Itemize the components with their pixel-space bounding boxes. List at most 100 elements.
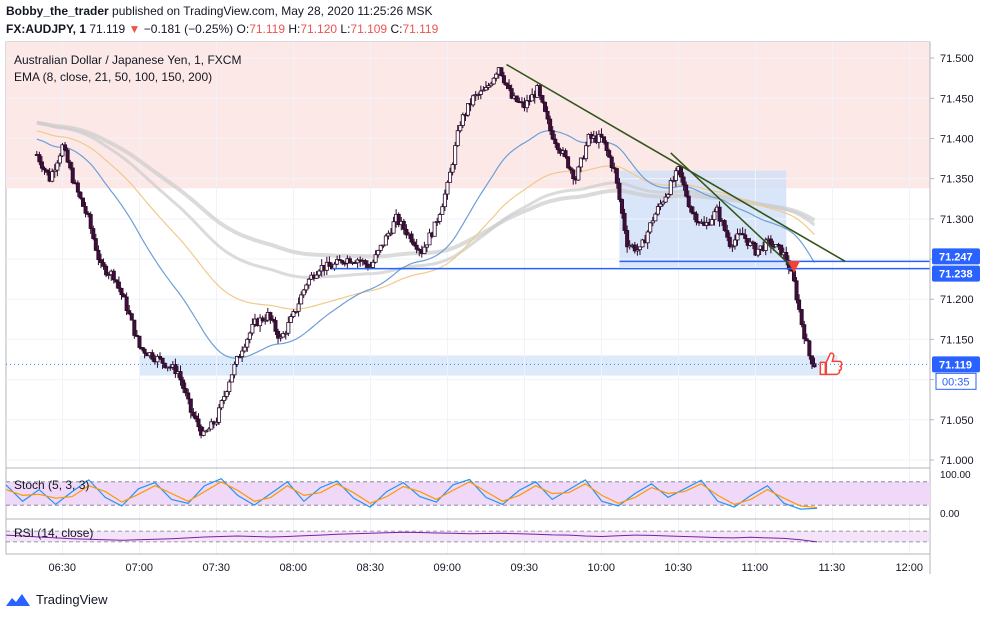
candle-down xyxy=(124,296,129,311)
x-tick-label: 06:30 xyxy=(48,562,76,574)
candle-down xyxy=(119,287,124,296)
candle-up xyxy=(383,235,388,246)
candle-down xyxy=(98,259,103,263)
y-tick-label: 71.050 xyxy=(940,415,974,427)
x-tick-label: 07:30 xyxy=(202,562,230,574)
candle-up xyxy=(240,350,245,357)
footer-brand[interactable]: TradingView xyxy=(36,592,108,607)
candle-up xyxy=(450,164,455,173)
candle-down xyxy=(543,101,548,112)
candle-up xyxy=(335,259,340,265)
candle-down xyxy=(514,95,519,103)
candle-up xyxy=(294,310,299,313)
candle-up xyxy=(299,294,304,305)
rsi-band-fill xyxy=(6,531,930,542)
candle-up xyxy=(304,284,309,291)
candle-up xyxy=(465,103,470,116)
candle-down xyxy=(91,228,96,239)
candle-down xyxy=(599,133,604,138)
candle-down xyxy=(122,294,127,298)
candle-down xyxy=(501,75,506,84)
candle-up xyxy=(437,214,442,222)
candle-up xyxy=(645,231,650,244)
y-tick-label: 71.150 xyxy=(940,334,974,346)
candle-down xyxy=(129,313,134,321)
candle-up xyxy=(637,246,642,251)
candle-down xyxy=(684,184,689,197)
candle-down xyxy=(127,310,132,315)
candle-up xyxy=(263,319,268,322)
candle-up xyxy=(381,244,386,247)
open-label: O: xyxy=(236,22,250,36)
candle-down xyxy=(509,88,514,99)
breakout-arrow-icon xyxy=(787,261,800,274)
low-label: L: xyxy=(340,22,351,36)
candle-down xyxy=(93,238,98,251)
candle-down xyxy=(566,156,571,169)
candle-down xyxy=(784,251,789,261)
candle-up xyxy=(440,206,445,215)
candle-up xyxy=(530,94,535,102)
candle-down xyxy=(150,352,155,360)
candle-up xyxy=(388,232,393,235)
candle-up xyxy=(424,244,429,248)
candle-up xyxy=(281,333,286,338)
candle-down xyxy=(270,318,275,321)
candle-up xyxy=(278,336,283,339)
candle-up xyxy=(756,248,761,256)
symbol-label: FX:AUDJPY, 1 xyxy=(6,22,87,36)
candle-up xyxy=(596,133,601,143)
candle-down xyxy=(722,220,727,231)
candle-up xyxy=(584,145,589,160)
candle-up xyxy=(301,289,306,296)
candle-down xyxy=(347,258,352,264)
stoch-tick-label: 100.00 xyxy=(940,470,971,481)
candle-up xyxy=(486,85,491,88)
candle-down xyxy=(114,279,119,283)
candle-down xyxy=(104,265,109,276)
candle-up xyxy=(427,232,432,246)
candle-down xyxy=(86,212,91,215)
x-tick-label: 11:00 xyxy=(741,562,768,574)
candle-up xyxy=(483,87,488,91)
candle-down xyxy=(181,379,186,389)
candle-down xyxy=(568,167,573,171)
candle-down xyxy=(750,241,755,244)
candle-down xyxy=(604,142,609,151)
y-tick-label: 71.350 xyxy=(940,174,974,186)
candle-up xyxy=(640,239,645,248)
candle-down xyxy=(548,118,553,132)
candle-down xyxy=(340,260,345,264)
high-label: H: xyxy=(288,22,301,36)
x-tick-label: 10:30 xyxy=(664,562,692,574)
candle-up xyxy=(489,83,494,87)
candle-down xyxy=(571,169,576,180)
candle-up xyxy=(586,133,591,147)
candle-down xyxy=(237,356,242,358)
stoch-tick-label: 0.00 xyxy=(940,509,960,520)
tradingview-logo-icon[interactable] xyxy=(6,593,30,607)
candle-down xyxy=(132,319,137,336)
price-tag-label: 71.238 xyxy=(939,269,973,281)
candle-down xyxy=(327,261,332,267)
candle-up xyxy=(60,144,65,157)
trendline xyxy=(506,63,846,263)
candle-down xyxy=(65,149,70,163)
author-link[interactable]: Bobby_the_trader xyxy=(6,4,109,18)
candle-up xyxy=(458,125,463,132)
candle-up xyxy=(217,407,222,423)
candle-up xyxy=(245,338,250,348)
y-tick-label: 71.200 xyxy=(940,294,974,306)
rsi-title: RSI (14, close) xyxy=(14,526,93,540)
candle-down xyxy=(725,230,730,238)
candle-up xyxy=(453,145,458,165)
candle-up xyxy=(247,332,252,340)
candle-up xyxy=(224,391,229,397)
x-tick-label: 12:00 xyxy=(895,562,923,574)
candle-down xyxy=(691,211,696,215)
candle-up xyxy=(378,244,383,251)
x-tick-label: 11:30 xyxy=(818,562,845,574)
candle-down xyxy=(804,338,809,342)
candle-down xyxy=(550,130,555,140)
